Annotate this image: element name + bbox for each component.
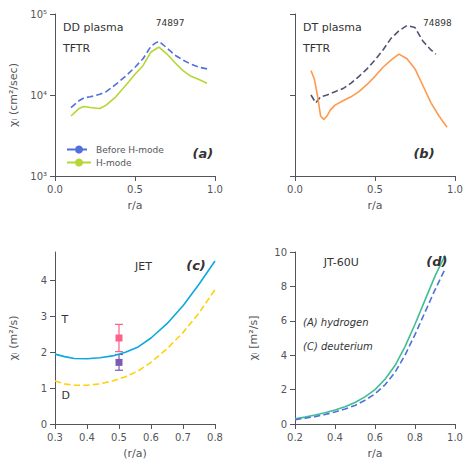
svg-text:0.5: 0.5	[127, 184, 143, 195]
svg-text:74897: 74897	[156, 18, 185, 28]
svg-text:r/a: r/a	[128, 199, 143, 212]
svg-text:D: D	[61, 389, 69, 402]
svg-text:χᵢ [m²/s]: χᵢ [m²/s]	[247, 316, 260, 361]
svg-text:0: 0	[41, 419, 47, 430]
svg-text:1.0: 1.0	[207, 184, 223, 195]
svg-text:0.8: 0.8	[207, 432, 223, 443]
svg-text:10⁵: 10⁵	[30, 9, 47, 20]
svg-text:3: 3	[41, 311, 47, 322]
svg-text:χᵢ (cm²/sec): χᵢ (cm²/sec)	[7, 63, 20, 127]
svg-text:2: 2	[41, 347, 47, 358]
svg-text:6: 6	[281, 315, 287, 326]
svg-text:TFTR: TFTR	[302, 42, 331, 55]
svg-text:0.4: 0.4	[327, 432, 343, 443]
svg-text:(C) deuterium: (C) deuterium	[303, 341, 373, 352]
svg-text:0: 0	[281, 419, 287, 430]
svg-text:1.0: 1.0	[447, 432, 463, 443]
svg-text:10⁴: 10⁴	[30, 90, 47, 101]
svg-text:0.4: 0.4	[79, 432, 95, 443]
svg-text:74898: 74898	[423, 18, 452, 28]
svg-text:0.0: 0.0	[47, 184, 63, 195]
svg-text:1: 1	[41, 383, 47, 394]
svg-text:JT-60U: JT-60U	[323, 256, 359, 269]
svg-text:4: 4	[41, 275, 47, 286]
svg-text:DT plasma: DT plasma	[303, 21, 362, 34]
svg-text:(c): (c)	[186, 258, 206, 273]
svg-text:TFTR: TFTR	[62, 42, 91, 55]
svg-text:(d): (d)	[426, 254, 447, 269]
svg-text:r/a: r/a	[368, 199, 383, 212]
svg-text:10: 10	[274, 247, 287, 258]
svg-text:DD plasma: DD plasma	[63, 21, 123, 34]
svg-text:r/a: r/a	[368, 447, 383, 460]
svg-text:10³: 10³	[30, 171, 47, 182]
svg-text:T: T	[60, 313, 68, 326]
svg-text:χᵢ (m²/s): χᵢ (m²/s)	[7, 316, 20, 361]
svg-text:0.2: 0.2	[287, 432, 303, 443]
svg-text:2: 2	[281, 384, 287, 395]
svg-text:(b): (b)	[413, 146, 434, 161]
svg-text:(r/a): (r/a)	[123, 447, 147, 460]
svg-text:1.0: 1.0	[447, 184, 463, 195]
svg-text:4: 4	[281, 350, 287, 361]
svg-text:0.7: 0.7	[175, 432, 191, 443]
svg-text:(A) hydrogen: (A) hydrogen	[303, 317, 369, 328]
svg-text:8: 8	[281, 281, 287, 292]
svg-text:0.5: 0.5	[111, 432, 127, 443]
svg-text:0.3: 0.3	[47, 432, 63, 443]
svg-text:0.6: 0.6	[143, 432, 159, 443]
svg-text:(a): (a)	[193, 146, 214, 161]
svg-text:Before H-mode: Before H-mode	[96, 145, 164, 155]
svg-text:H-mode: H-mode	[96, 158, 132, 168]
svg-text:0.0: 0.0	[287, 184, 303, 195]
svg-text:0.6: 0.6	[367, 432, 383, 443]
svg-text:0.8: 0.8	[407, 432, 423, 443]
svg-text:JET: JET	[134, 260, 152, 273]
svg-text:0.5: 0.5	[367, 184, 383, 195]
